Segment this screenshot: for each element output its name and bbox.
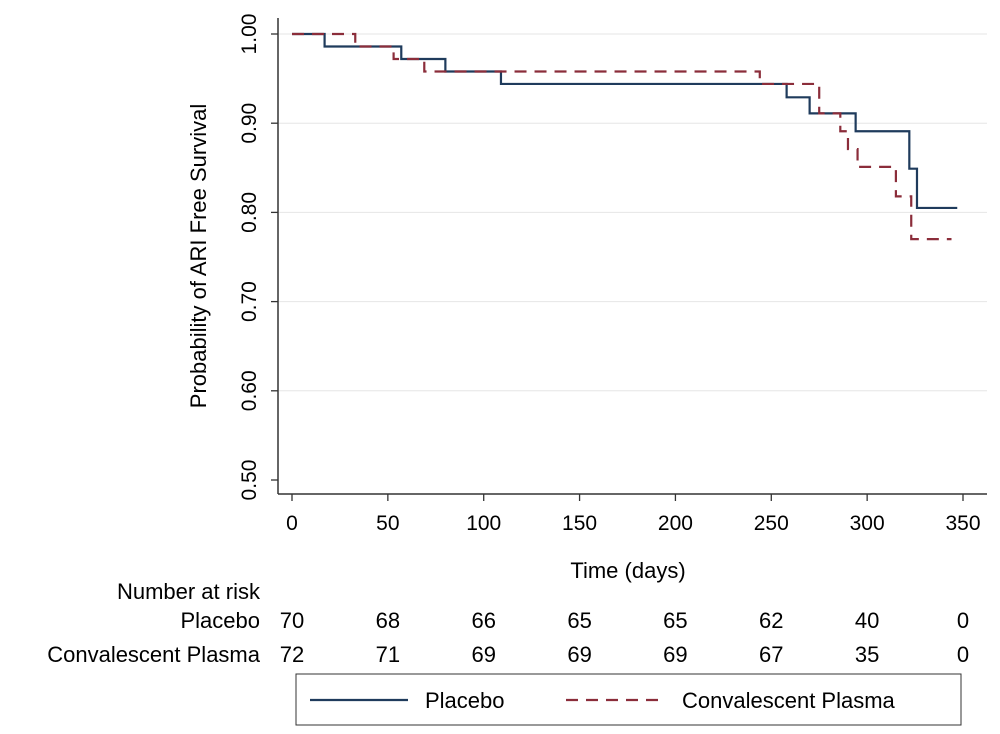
x-axis-title: Time (days) [570, 558, 685, 583]
legend-label-placebo: Placebo [425, 688, 505, 713]
y-tick-label: 0.60 [238, 370, 261, 411]
risk-row-label-placebo: Placebo [180, 608, 260, 633]
risk-row-label-convalescent-plasma: Convalescent Plasma [47, 642, 261, 667]
risk-value-placebo: 0 [957, 608, 969, 633]
risk-table-header: Number at risk [117, 579, 261, 604]
risk-value-placebo: 65 [567, 608, 591, 633]
x-ticks: 0 50 100 150 200 250 300 350 [286, 494, 981, 535]
risk-value-convalescent-plasma: 35 [855, 642, 879, 667]
risk-value-convalescent-plasma: 69 [567, 642, 591, 667]
x-tick-label: 200 [658, 512, 693, 535]
risk-value-placebo: 65 [663, 608, 687, 633]
grid-lines [279, 33, 987, 392]
y-tick-label: 1.00 [238, 14, 261, 55]
risk-value-convalescent-plasma: 72 [280, 642, 304, 667]
x-tick-label: 250 [754, 512, 789, 535]
risk-value-convalescent-plasma: 69 [471, 642, 495, 667]
axes [277, 18, 987, 495]
legend: Placebo Convalescent Plasma [295, 673, 962, 726]
curve-convalescent-plasma [292, 32, 952, 241]
x-tick-label: 350 [945, 512, 980, 535]
curve-placebo [292, 32, 958, 210]
risk-table: Number at risk Placebo 70 68 66 65 65 62 40 0 Con… [47, 579, 969, 667]
y-tick-label: 0.90 [238, 103, 261, 144]
risk-value-placebo: 40 [855, 608, 879, 633]
risk-value-convalescent-plasma: 71 [376, 642, 400, 667]
risk-value-placebo: 68 [376, 608, 400, 633]
risk-value-placebo: 62 [759, 608, 783, 633]
risk-value-convalescent-plasma: 69 [663, 642, 687, 667]
survival-curves [292, 32, 958, 241]
x-tick-label: 300 [850, 512, 885, 535]
y-tick-label: 0.70 [238, 281, 261, 322]
risk-value-placebo: 70 [280, 608, 304, 633]
risk-value-convalescent-plasma: 0 [957, 642, 969, 667]
x-tick-label: 50 [376, 512, 399, 535]
risk-value-convalescent-plasma: 67 [759, 642, 783, 667]
x-tick-label: 0 [286, 512, 298, 535]
legend-label-convalescent-plasma: Convalescent Plasma [682, 688, 896, 713]
y-axis-title: Probability of ARI Free Survival [186, 104, 211, 408]
risk-value-placebo: 66 [471, 608, 495, 633]
x-tick-label: 150 [562, 512, 597, 535]
y-tick-label: 0.50 [238, 460, 261, 501]
y-tick-label: 0.80 [238, 192, 261, 233]
x-tick-label: 100 [466, 512, 501, 535]
y-ticks: 0.50 0.60 0.70 0.80 0.90 1.00 [238, 14, 278, 501]
